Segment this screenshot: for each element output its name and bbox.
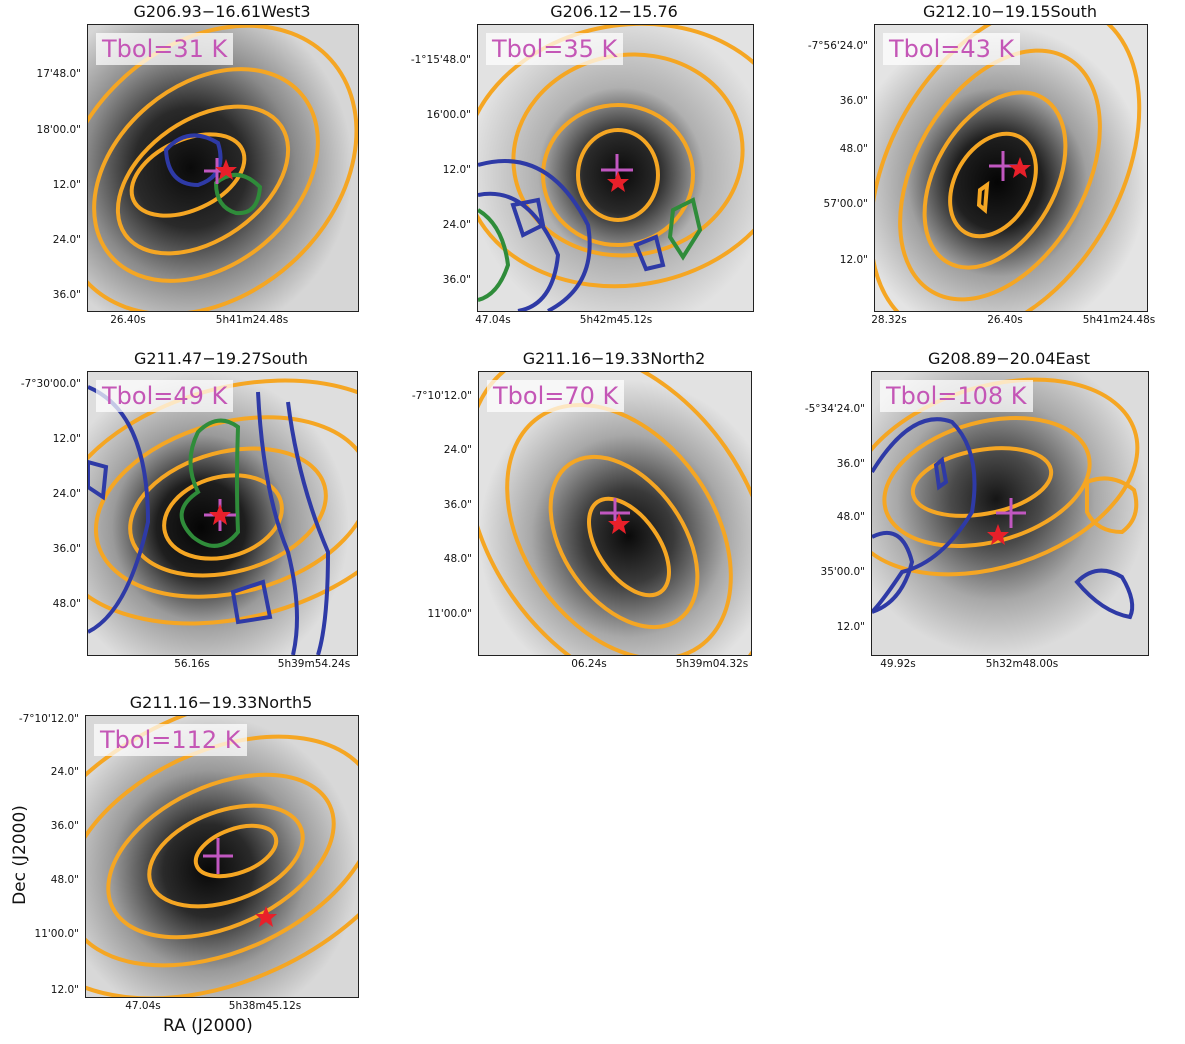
- panel-title: G211.47−19.27South: [133, 349, 309, 368]
- y-tick: 36.0": [52, 289, 81, 301]
- x-tick: 5h39m54.24s: [277, 658, 351, 670]
- grayscale-map: [479, 372, 751, 655]
- x-tick: 49.92s: [880, 658, 916, 670]
- x-tick: 47.04s: [125, 1000, 161, 1012]
- x-tick: 5h41m24.48s: [215, 314, 289, 326]
- y-tick: 48.0": [52, 598, 81, 610]
- y-tick: 24.0": [442, 219, 471, 231]
- grayscale-map: [88, 25, 358, 311]
- y-tick: 24.0": [443, 444, 472, 456]
- image-frame: Tbol=43 K: [874, 24, 1148, 312]
- cross-marker: [203, 838, 233, 874]
- x-tick: 5h42m45.12s: [579, 314, 653, 326]
- y-axis-label: Dec (J2000): [10, 805, 30, 905]
- star-marker: [608, 513, 630, 534]
- y-tick: 24.0": [50, 766, 79, 778]
- y-tick: 16'00.0": [426, 109, 471, 121]
- y-tick: 24.0": [52, 488, 81, 500]
- image-frame: Tbol=112 K: [85, 715, 359, 998]
- star-marker: [987, 524, 1009, 545]
- grayscale-map: [872, 372, 1148, 655]
- panel-title: G211.16−19.33North5: [129, 693, 313, 712]
- y-tick: 36.0": [839, 95, 868, 107]
- tbol-label: Tbol=112 K: [94, 724, 247, 756]
- orange-contours: [479, 372, 751, 655]
- y-tick: 24.0": [52, 234, 81, 246]
- y-tick: 11'00.0": [427, 608, 472, 620]
- x-tick: 47.04s: [475, 314, 511, 326]
- x-tick: 06.24s: [571, 658, 607, 670]
- y-tick: 36.0": [50, 820, 79, 832]
- y-tick: 36.0": [443, 499, 472, 511]
- x-tick: 5h32m48.00s: [985, 658, 1059, 670]
- panel-title: G206.93−16.61West3: [133, 2, 311, 21]
- y-tick: 12.0": [50, 984, 79, 996]
- image-frame: Tbol=70 K: [478, 371, 752, 656]
- tbol-label: Tbol=70 K: [487, 380, 625, 412]
- y-tick: 12.0": [52, 179, 81, 191]
- y-tick: -7°10'12.0": [411, 390, 472, 402]
- y-tick: -1°15'48.0": [410, 54, 471, 66]
- x-tick: 5h41m24.48s: [1082, 314, 1156, 326]
- y-tick: 11'00.0": [34, 928, 79, 940]
- x-tick: 56.16s: [174, 658, 210, 670]
- y-tick: -7°10'12.0": [18, 713, 79, 725]
- x-tick: 28.32s: [871, 314, 907, 326]
- x-tick: 5h38m45.12s: [228, 1000, 302, 1012]
- y-tick: -5°34'24.0": [804, 403, 865, 415]
- panel-title: G208.89−20.04East: [927, 349, 1091, 368]
- tbol-label: Tbol=35 K: [486, 33, 624, 65]
- y-tick: 36.0": [836, 458, 865, 470]
- cross-marker: [996, 498, 1026, 528]
- y-tick: 36.0": [442, 274, 471, 286]
- image-frame: Tbol=108 K: [871, 371, 1149, 656]
- star-marker: [607, 171, 629, 192]
- x-axis-label: RA (J2000): [163, 1016, 253, 1036]
- y-tick: 12.0": [52, 433, 81, 445]
- tbol-label: Tbol=31 K: [96, 33, 234, 65]
- x-tick: 5h39m04.32s: [675, 658, 749, 670]
- image-frame: Tbol=35 K: [477, 24, 754, 312]
- y-tick: 48.0": [443, 553, 472, 565]
- y-tick: 48.0": [836, 511, 865, 523]
- tbol-label: Tbol=43 K: [883, 33, 1021, 65]
- tbol-label: Tbol=49 K: [96, 380, 234, 412]
- y-tick: 12.0": [836, 621, 865, 633]
- y-tick: 18'00.0": [36, 124, 81, 136]
- y-tick: 57'00.0": [823, 198, 868, 210]
- star-marker: [209, 504, 231, 525]
- y-tick: -7°56'24.0": [807, 40, 868, 52]
- x-tick: 26.40s: [110, 314, 146, 326]
- star-marker: [215, 159, 237, 180]
- panel-title: G212.10−19.15South: [922, 2, 1098, 21]
- panel-title: G211.16−19.33North2: [522, 349, 706, 368]
- grayscale-map: [478, 25, 753, 311]
- image-frame: Tbol=49 K: [87, 371, 358, 656]
- y-tick: 35'00.0": [820, 566, 865, 578]
- star-marker: [255, 906, 277, 927]
- image-frame: Tbol=31 K: [87, 24, 359, 312]
- y-tick: 48.0": [839, 143, 868, 155]
- y-tick: 36.0": [52, 543, 81, 555]
- y-tick: 12.0": [839, 254, 868, 266]
- star-marker: [1009, 157, 1031, 178]
- orange-contours: [875, 25, 1142, 311]
- grayscale-map: [875, 25, 1147, 311]
- grayscale-map: [86, 716, 358, 997]
- y-tick: 12.0": [442, 164, 471, 176]
- x-tick: 26.40s: [987, 314, 1023, 326]
- y-tick: 48.0": [50, 874, 79, 886]
- grayscale-map: [88, 372, 357, 655]
- orange-contours: [86, 716, 358, 997]
- y-tick: -7°30'00.0": [20, 378, 81, 390]
- tbol-label: Tbol=108 K: [880, 380, 1033, 412]
- panel-title: G206.12−15.76: [550, 2, 678, 21]
- y-tick: 17'48.0": [36, 68, 81, 80]
